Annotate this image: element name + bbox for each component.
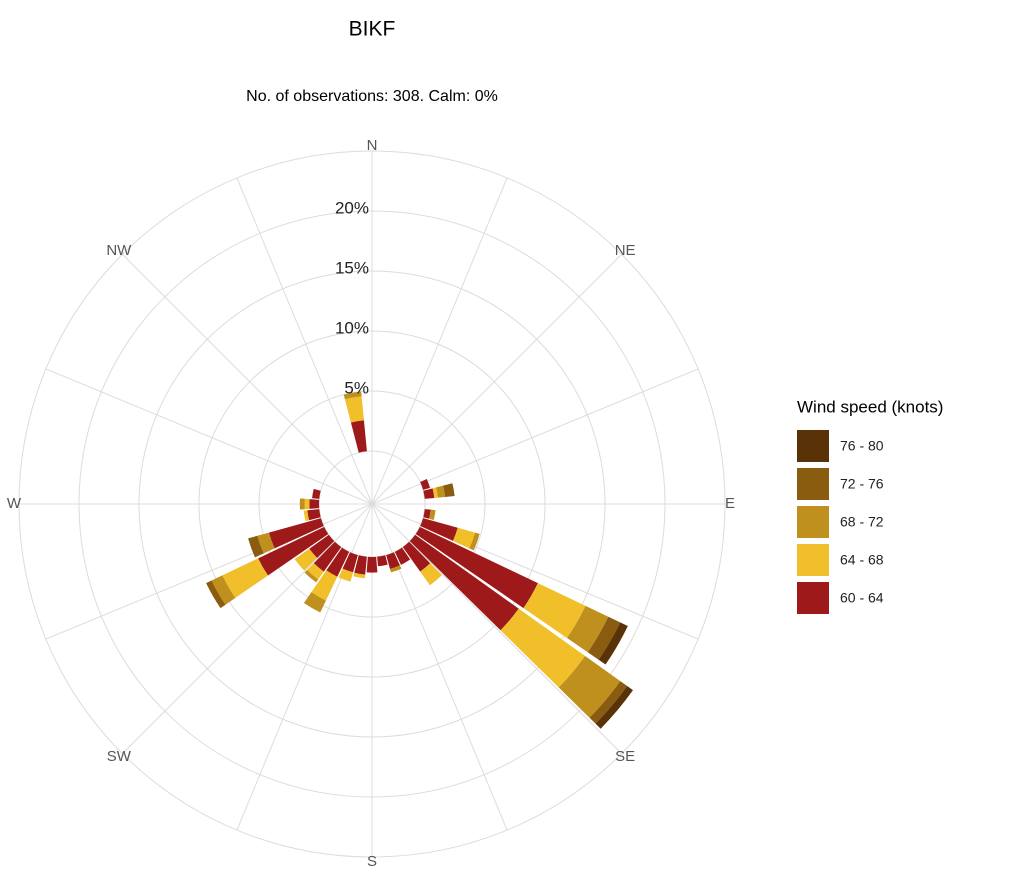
wedge (304, 498, 310, 510)
wedge (311, 570, 338, 601)
wedge (248, 535, 264, 558)
legend-swatch (797, 582, 829, 614)
wedge (326, 547, 350, 577)
grid-circle (18, 150, 726, 858)
wedge (350, 420, 367, 453)
direction-label: NW (106, 242, 132, 259)
wedge (420, 563, 442, 586)
grid-circle (138, 270, 606, 738)
legend-label: 60 - 64 (840, 590, 884, 606)
legend-swatch (797, 506, 829, 538)
legend-swatch (797, 544, 829, 576)
spoke (371, 177, 508, 505)
wedge (299, 498, 305, 510)
chart-title: BIKF (349, 18, 396, 41)
wedge (366, 556, 378, 573)
grid-circle (198, 330, 546, 678)
wedge (258, 526, 329, 576)
wedge (303, 510, 310, 522)
wedge (343, 391, 362, 400)
legend-label: 68 - 72 (840, 514, 884, 530)
wedge (342, 552, 358, 573)
chart-subtitle: No. of observations: 308. Calm: 0% (246, 88, 498, 105)
y-tick-label: 5% (344, 378, 369, 397)
wedge (423, 488, 435, 499)
wedge (558, 656, 621, 718)
wedge (432, 487, 438, 499)
wedge (377, 555, 388, 567)
wedge (469, 532, 480, 551)
grid-circle (78, 210, 666, 798)
grid-circle (258, 390, 486, 618)
wedge (307, 509, 321, 521)
direction-label: NE (615, 242, 636, 259)
wedge (304, 570, 319, 583)
wedge (443, 483, 455, 497)
legend-label: 76 - 80 (840, 438, 884, 454)
direction-label: SE (615, 748, 635, 765)
wedge (420, 518, 458, 541)
wedge (452, 527, 476, 549)
wedge (587, 616, 621, 660)
wedge (307, 563, 324, 580)
wedge (309, 499, 320, 509)
legend-swatch (797, 430, 829, 462)
wedge (313, 541, 342, 572)
spoke (45, 368, 373, 505)
wedge (354, 555, 367, 575)
wedge (303, 592, 326, 613)
spoke (122, 503, 373, 754)
wedge (390, 565, 402, 573)
direction-label: N (367, 137, 378, 154)
wedge (598, 622, 628, 665)
y-tick-label: 15% (335, 258, 369, 277)
wedge (589, 681, 628, 724)
wedge (268, 518, 324, 549)
wedge (436, 485, 446, 498)
spoke (122, 254, 373, 505)
wedge (386, 552, 400, 569)
spoke (236, 177, 373, 505)
wedge (211, 575, 236, 605)
direction-label: SW (107, 748, 132, 765)
wedge (312, 488, 321, 499)
legend-label: 64 - 68 (840, 552, 884, 568)
y-tick-label: 10% (335, 318, 369, 337)
wedge (309, 534, 335, 558)
wedge (523, 583, 586, 639)
wedge (429, 509, 436, 520)
wedge (409, 534, 519, 631)
direction-label: E (725, 495, 735, 512)
wedge (338, 568, 354, 582)
spoke (371, 503, 622, 754)
legend-label: 72 - 76 (840, 476, 884, 492)
wedge (420, 479, 431, 490)
wedge (566, 605, 609, 653)
legend-swatch (797, 468, 829, 500)
y-tick-label: 20% (335, 198, 369, 217)
wedge (294, 548, 318, 571)
wedge (595, 685, 634, 729)
wedge (394, 547, 411, 565)
wedge (344, 396, 364, 423)
wedge (206, 580, 226, 609)
spoke (371, 254, 622, 505)
direction-label: W (7, 495, 22, 512)
wedge (222, 558, 268, 598)
wedge (353, 572, 366, 579)
wedge (423, 509, 431, 519)
wedge (257, 532, 275, 554)
wedge (415, 526, 538, 609)
direction-label: S (367, 853, 377, 870)
wedge (500, 608, 586, 688)
legend-title: Wind speed (knots) (797, 397, 943, 416)
wedge (402, 541, 431, 572)
